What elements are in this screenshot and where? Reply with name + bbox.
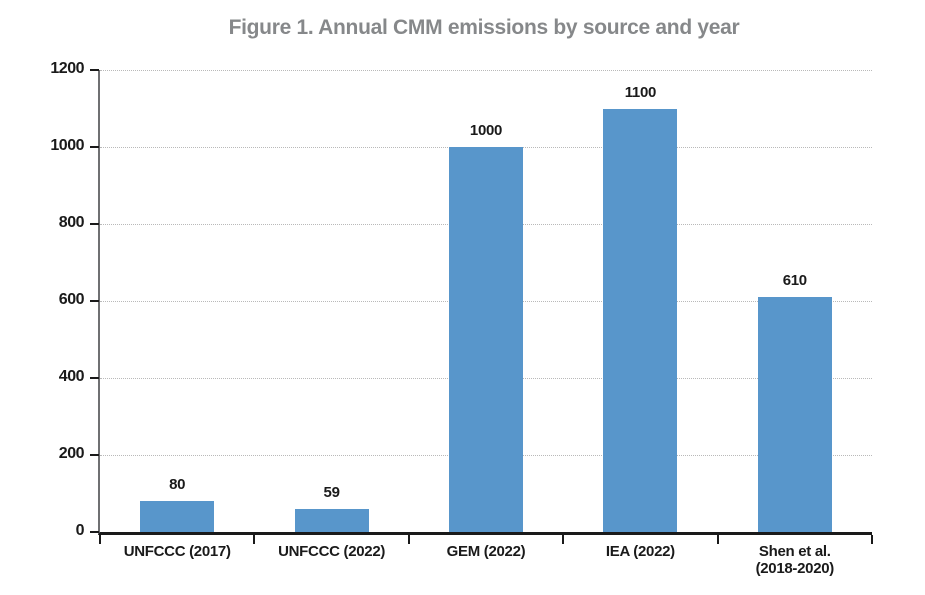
y-axis-tick-label-1000: 1000 [50,137,84,154]
y-axis-tick-label-0: 0 [75,522,85,539]
x-axis-tick-1 [253,535,256,544]
y-axis-tick-label-1200: 1200 [50,60,84,77]
x-axis-tick-2 [407,535,410,544]
x-axis-tick-4 [716,535,719,544]
chart-title: Figure 1. Annual CMM emissions by source… [228,16,740,39]
x-axis-category-label-5: Shen et al. (2018-2020) [755,543,835,578]
y-axis-tick-800 [90,223,99,225]
x-axis-category-label-3: GEM (2022) [446,543,526,560]
y-axis-tick-label-800: 800 [58,214,85,231]
y-axis-tick-1200 [90,69,99,71]
bar-value-label-5: 610 [782,272,807,290]
x-axis-category-label-4: IEA (2022) [605,543,675,560]
x-axis-category-label-2: UNFCCC (2022) [278,543,386,560]
y-axis-tick-label-400: 400 [58,368,85,385]
y-axis-tick-0 [90,531,99,533]
plot-area: 0 200 400 600 800 1000 1200 80 UNFCCC (2017) 59 UN… [50,60,873,577]
bar-4 [603,108,678,532]
bar-2 [294,509,369,532]
x-axis-tick-0 [99,535,101,544]
bar-value-label-4: 1100 [624,83,657,101]
y-axis-tick-600 [90,300,99,302]
y-axis-tick-label-200: 200 [58,445,85,462]
bar-value-label-3: 1000 [469,122,503,139]
x-axis-category-label-1: UNFCCC (2017) [123,543,231,560]
y-axis-tick-200 [90,454,99,456]
bar-5 [757,297,832,532]
y-axis-tick-400 [90,377,99,379]
bar-3 [449,147,523,532]
x-axis-tick-3 [562,535,565,544]
x-axis-tick-5 [871,535,873,544]
bar-value-label-1: 80 [169,476,186,494]
y-axis-tick-label-600: 600 [58,291,85,308]
gridline-y-1200 [100,70,872,71]
bar-value-label-2: 59 [323,484,340,502]
bar-1 [140,501,215,532]
y-axis-tick-1000 [90,146,99,148]
